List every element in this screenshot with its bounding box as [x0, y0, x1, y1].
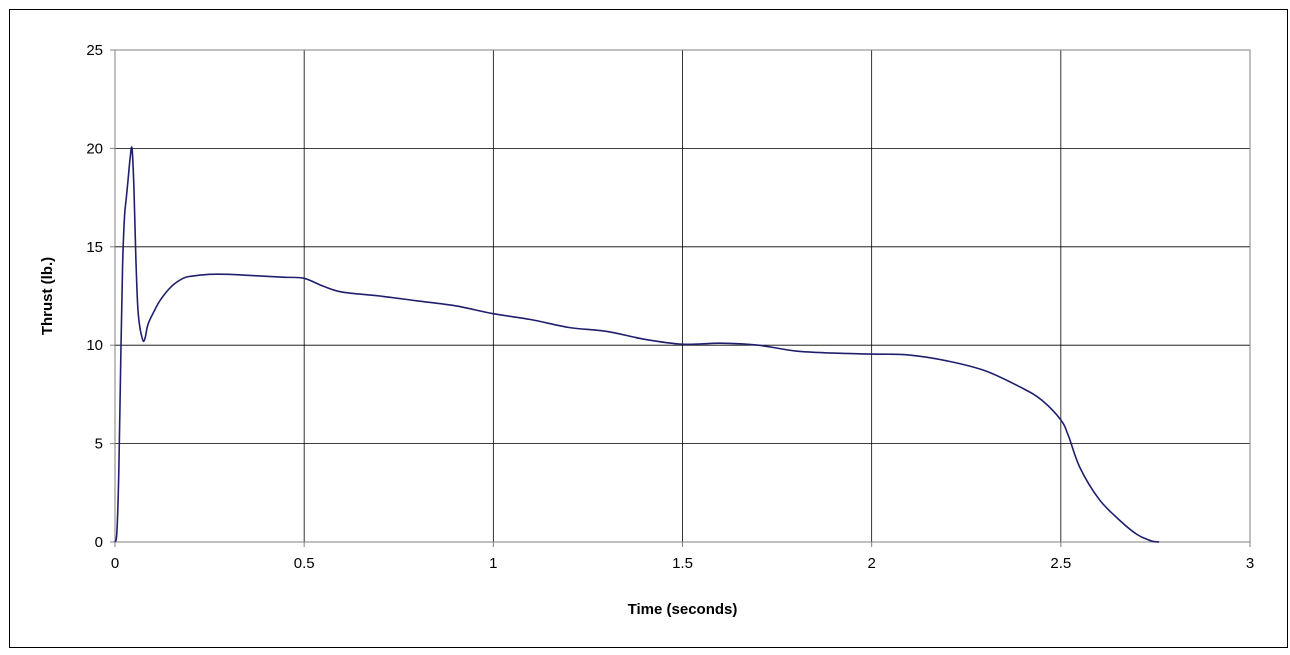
y-axis-title: Thrust (lb.)	[39, 257, 56, 335]
y-tick-label: 20	[86, 140, 103, 157]
y-tick-label: 15	[86, 239, 103, 256]
x-axis-title: Time (seconds)	[628, 601, 738, 618]
y-tick-label: 10	[86, 337, 103, 354]
y-tick-label: 5	[95, 436, 103, 453]
x-tick-label: 2.5	[1050, 555, 1071, 572]
y-tick-label: 0	[95, 534, 103, 551]
chart-border	[9, 9, 1288, 648]
y-tick-label: 25	[86, 42, 103, 59]
x-tick-label: 2	[867, 555, 875, 572]
thrust-series-line	[114, 146, 1160, 543]
x-tick-label: 1	[489, 555, 497, 572]
x-tick-label: 3	[1246, 555, 1254, 572]
x-tick-label: 0.5	[294, 555, 315, 572]
x-tick-label: 0	[111, 555, 119, 572]
x-tick-label: 1.5	[672, 555, 693, 572]
tick-labels: 0 0.5 1 1.5 2 2.5 3 0 5 10 15 20 25	[86, 42, 1254, 572]
